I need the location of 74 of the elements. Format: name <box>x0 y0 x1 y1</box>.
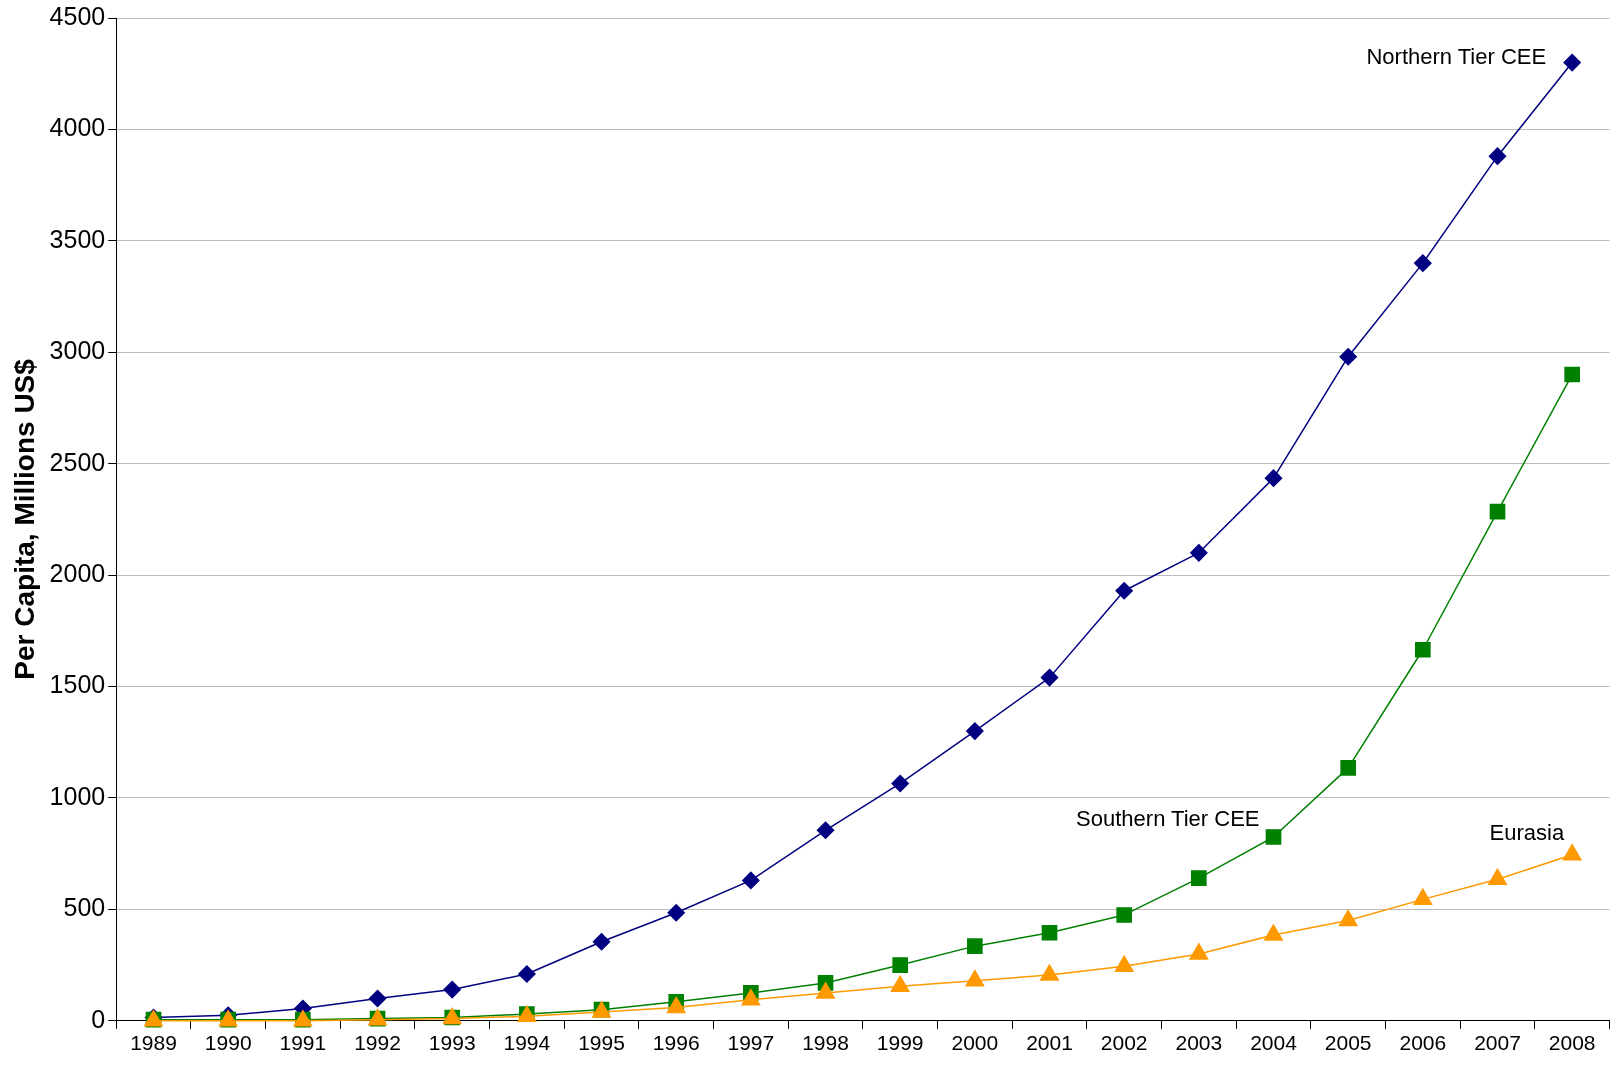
x-tick-label: 1995 <box>578 1031 625 1055</box>
point <box>1115 581 1133 600</box>
point <box>742 871 760 890</box>
point <box>1191 870 1207 886</box>
point <box>1415 641 1431 658</box>
point <box>1563 53 1581 72</box>
x-tick-label: 2000 <box>951 1031 999 1055</box>
x-tick-label: 2005 <box>1324 1031 1372 1055</box>
point <box>816 821 835 840</box>
point <box>1489 503 1506 520</box>
y-tick-label: 4000 <box>49 113 106 142</box>
point <box>518 965 536 983</box>
y-tick-label: 4500 <box>49 1 106 30</box>
point <box>741 988 761 1006</box>
x-tick-label: 2001 <box>1026 1031 1073 1055</box>
point <box>892 957 909 973</box>
point <box>368 989 387 1008</box>
y-tick-label: 1500 <box>49 670 106 699</box>
x-tick-label: 2007 <box>1474 1031 1521 1055</box>
x-tick-label: 2008 <box>1548 1031 1596 1055</box>
point <box>667 903 685 922</box>
point <box>1040 964 1059 981</box>
point <box>1340 760 1356 776</box>
x-tick-label: 1993 <box>428 1031 476 1055</box>
point <box>592 932 611 951</box>
point <box>1488 868 1507 886</box>
point <box>1190 544 1208 562</box>
series-label: Northern Tier CEE <box>1366 43 1547 69</box>
point <box>1040 668 1059 687</box>
x-tick-label: 2006 <box>1399 1031 1447 1055</box>
point <box>1338 909 1358 927</box>
y-tick-label: 2000 <box>49 559 106 587</box>
point <box>1564 366 1580 383</box>
x-tick-label: 2002 <box>1100 1031 1148 1055</box>
y-tick-label: 500 <box>63 893 106 922</box>
point <box>1339 347 1357 366</box>
point <box>1562 844 1582 861</box>
point <box>1265 829 1282 845</box>
point <box>1116 907 1132 923</box>
point <box>1413 888 1433 906</box>
x-tick-label: 1990 <box>204 1031 252 1055</box>
point <box>1041 924 1058 941</box>
x-tick-label: 1999 <box>876 1031 924 1055</box>
point <box>1488 147 1507 165</box>
x-tick-label: 1996 <box>652 1031 700 1055</box>
series-label: Eurasia <box>1489 819 1565 845</box>
point <box>666 996 686 1014</box>
y-tick-label: 1000 <box>49 781 106 810</box>
x-tick-label: 2003 <box>1175 1031 1223 1055</box>
y-tick-label: 2500 <box>49 447 106 476</box>
y-tick-label: 3000 <box>49 336 106 365</box>
x-tick-label: 1994 <box>503 1031 551 1055</box>
x-tick-label: 1997 <box>727 1031 775 1055</box>
point <box>1264 924 1283 941</box>
point <box>967 938 983 954</box>
point <box>966 722 984 740</box>
x-tick-label: 2004 <box>1250 1031 1298 1055</box>
y-tick-label: 3500 <box>49 224 106 253</box>
point <box>890 975 910 993</box>
point <box>1189 943 1209 960</box>
x-tick-label: 1998 <box>802 1031 849 1055</box>
series-label: Southern Tier CEE <box>1076 806 1260 832</box>
y-tick-label: 0 <box>91 1004 106 1033</box>
y-axis-title: Per Capita, Millions US$ <box>8 358 40 680</box>
point <box>1414 254 1432 272</box>
point <box>443 980 461 999</box>
x-tick-label: 1991 <box>279 1031 327 1055</box>
x-tick-label: 1989 <box>130 1031 177 1055</box>
point <box>891 774 909 793</box>
x-tick-label: 1992 <box>354 1031 401 1055</box>
point <box>1114 955 1134 972</box>
point <box>816 982 835 999</box>
point <box>1264 469 1283 487</box>
point <box>965 969 985 987</box>
